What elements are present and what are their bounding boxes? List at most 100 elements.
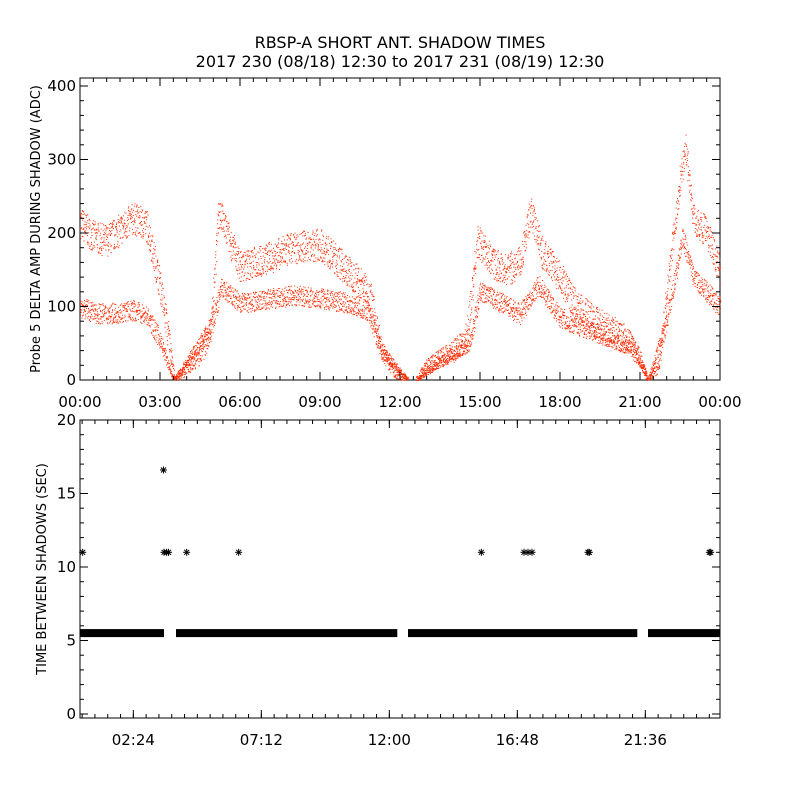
amplitude-point	[86, 228, 87, 230]
amplitude-point	[293, 244, 294, 246]
amplitude-point	[314, 232, 316, 234]
amplitude-point	[242, 305, 244, 307]
amplitude-point	[385, 355, 387, 357]
amplitude-point	[205, 334, 207, 336]
amplitude-point	[233, 238, 235, 240]
amplitude-point	[259, 270, 261, 271]
amplitude-point	[335, 254, 337, 256]
amplitude-point	[505, 268, 507, 270]
amplitude-point	[258, 252, 260, 254]
amplitude-point	[343, 301, 345, 303]
amplitude-point	[247, 250, 249, 252]
amplitude-point	[331, 301, 333, 303]
amplitude-point	[348, 271, 350, 273]
amplitude-point	[353, 306, 355, 308]
amplitude-point	[556, 267, 558, 269]
amplitude-point	[165, 360, 167, 361]
amplitude-point	[427, 360, 429, 362]
amplitude-point	[248, 258, 250, 260]
amplitude-point	[367, 306, 369, 308]
amplitude-point	[127, 306, 129, 307]
amplitude-point	[336, 260, 338, 262]
amplitude-point	[242, 271, 244, 273]
amplitude-point	[314, 244, 316, 246]
amplitude-point	[80, 214, 82, 216]
amplitude-point	[321, 300, 323, 302]
amplitude-point	[464, 341, 465, 343]
amplitude-point	[290, 299, 292, 301]
amplitude-point	[559, 286, 561, 288]
amplitude-point	[164, 308, 166, 310]
amplitude-point	[375, 343, 377, 344]
amplitude-point	[215, 264, 217, 266]
amplitude-point	[184, 373, 186, 375]
amplitude-point	[319, 250, 321, 252]
amplitude-point	[468, 333, 470, 335]
amplitude-point	[166, 364, 168, 366]
amplitude-point	[97, 227, 99, 229]
amplitude-point	[484, 241, 486, 243]
amplitude-point	[230, 287, 232, 289]
amplitude-point	[509, 260, 511, 262]
amplitude-point	[258, 269, 259, 271]
amplitude-point	[440, 361, 442, 363]
amplitude-point	[503, 277, 505, 278]
amplitude-point	[323, 288, 325, 290]
amplitude-point	[516, 274, 518, 276]
amplitude-point	[108, 242, 109, 244]
amplitude-point	[504, 254, 506, 256]
amplitude-point	[162, 288, 164, 290]
amplitude-point	[203, 342, 205, 343]
amplitude-point	[129, 314, 131, 316]
amplitude-point	[262, 255, 264, 257]
amplitude-point	[500, 258, 502, 260]
amplitude-point	[575, 313, 577, 315]
amplitude-point	[338, 292, 340, 294]
amplitude-point	[493, 278, 495, 280]
amplitude-point	[367, 308, 369, 310]
amplitude-point	[221, 289, 223, 291]
amplitude-point	[321, 230, 322, 232]
amplitude-point	[212, 310, 214, 312]
amplitude-point	[81, 317, 83, 319]
amplitude-point	[220, 288, 222, 290]
amplitude-point	[105, 226, 107, 228]
amplitude-point	[206, 333, 208, 335]
amplitude-point	[573, 295, 575, 297]
amplitude-point	[538, 225, 540, 227]
amplitude-point	[389, 368, 391, 370]
amplitude-point	[302, 258, 304, 260]
amplitude-point	[160, 340, 162, 342]
amplitude-point	[373, 321, 375, 323]
amplitude-point	[543, 256, 544, 258]
amplitude-point	[242, 264, 243, 265]
amplitude-point	[108, 317, 110, 319]
amplitude-point	[562, 292, 564, 294]
amplitude-point	[359, 290, 361, 292]
amplitude-point	[566, 273, 568, 275]
amplitude-point	[357, 301, 359, 303]
amplitude-point	[490, 246, 491, 248]
amplitude-point	[151, 234, 153, 236]
amplitude-point	[390, 365, 392, 367]
amplitude-point	[624, 329, 626, 331]
amplitude-point	[319, 239, 321, 241]
amplitude-point	[179, 371, 181, 373]
amplitude-point	[537, 248, 539, 250]
amplitude-point	[234, 304, 236, 306]
amplitude-point	[169, 334, 171, 336]
amplitude-point	[92, 222, 93, 224]
amplitude-point	[568, 280, 570, 282]
amplitude-point	[341, 249, 343, 251]
amplitude-point	[376, 329, 378, 331]
amplitude-point	[226, 225, 228, 227]
amplitude-point	[239, 261, 241, 263]
amplitude-point	[365, 279, 367, 281]
amplitude-point	[307, 306, 309, 308]
amplitude-point	[106, 317, 108, 319]
amplitude-point	[270, 265, 272, 267]
amplitude-point	[249, 262, 251, 264]
amplitude-point	[232, 287, 234, 289]
amplitude-point	[153, 248, 155, 250]
amplitude-point	[350, 311, 352, 313]
